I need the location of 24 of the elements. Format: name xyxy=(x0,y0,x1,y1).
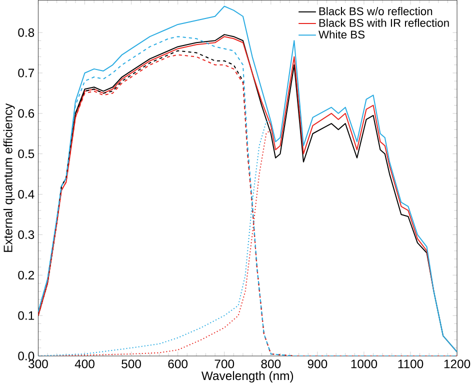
legend-label: Black BS with IR reflection xyxy=(319,18,449,27)
y-tick-label: 0.4 xyxy=(18,190,34,199)
x-tick-label: 500 xyxy=(122,360,141,368)
y-tick-label: 0.1 xyxy=(18,311,34,320)
legend-label: Black BS w/o reflection xyxy=(319,7,432,16)
x-tick-label: 300 xyxy=(28,360,48,368)
y-tick-label: 0.5 xyxy=(18,150,34,158)
legend-label: White BS xyxy=(318,30,365,39)
x-tick-label: 900 xyxy=(308,360,328,368)
x-tick-label: 400 xyxy=(74,360,94,368)
x-tick-label: 1100 xyxy=(398,360,424,368)
x-tick-label: 1000 xyxy=(351,360,378,368)
y-tick-label: 0.8 xyxy=(18,28,34,37)
x-tick-label: 600 xyxy=(168,360,188,368)
y-tick-label: 0.7 xyxy=(18,68,34,78)
y-tick-label: 0.3 xyxy=(18,230,34,240)
x-tick-label: 800 xyxy=(261,360,281,368)
y-tick-label: 0.2 xyxy=(18,270,34,280)
y-tick-label: 0.0 xyxy=(18,352,34,360)
x-axis-title: Wavelength (nm) xyxy=(201,371,294,383)
x-tick-label: 700 xyxy=(214,360,234,368)
x-tick-label: 1200 xyxy=(444,360,470,368)
y-axis-title: External quantum efficiency xyxy=(3,103,15,252)
y-tick-label: 0.6 xyxy=(18,109,34,118)
